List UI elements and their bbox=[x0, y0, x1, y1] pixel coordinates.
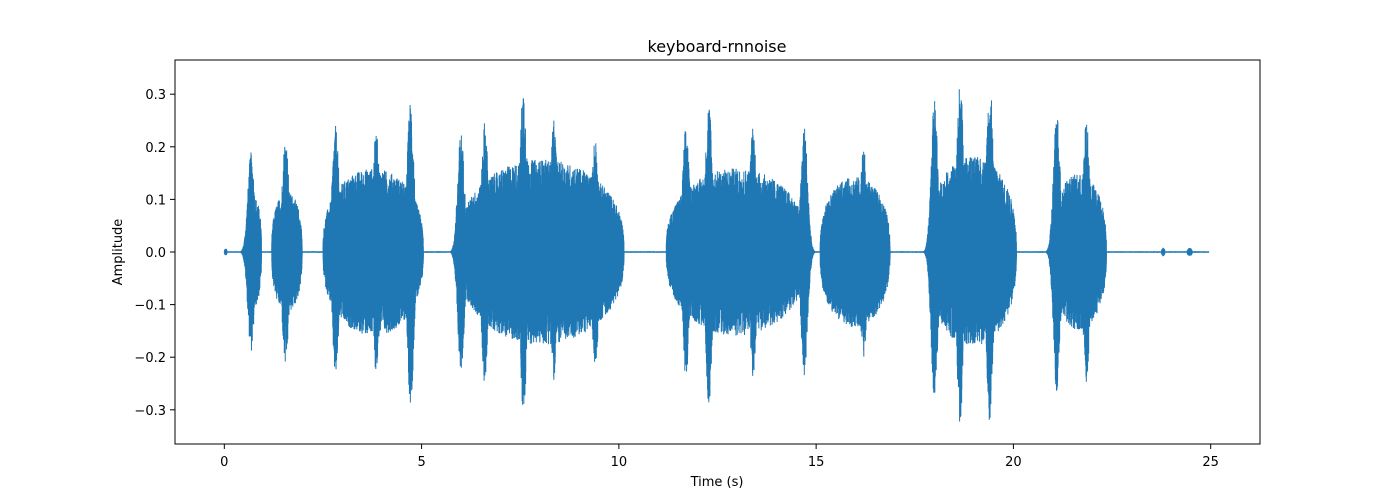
x-tick-label: 0 bbox=[220, 455, 228, 470]
x-axis-label: Time (s) bbox=[690, 475, 744, 490]
y-tick-label: 0.1 bbox=[145, 193, 166, 208]
x-tick-label: 5 bbox=[417, 455, 425, 470]
y-tick-label: 0.0 bbox=[145, 246, 166, 261]
x-tick-label: 15 bbox=[808, 455, 825, 470]
y-tick-label: −0.3 bbox=[134, 404, 166, 419]
y-tick-label: −0.2 bbox=[134, 351, 166, 366]
x-tick-label: 25 bbox=[1202, 455, 1219, 470]
x-tick-label: 10 bbox=[611, 455, 628, 470]
y-axis: −0.3 −0.2 −0.1 0.0 0.1 0.2 0.3 bbox=[134, 88, 175, 419]
x-axis: 0 5 10 15 20 25 bbox=[220, 444, 1219, 470]
x-tick-label: 20 bbox=[1005, 455, 1022, 470]
y-tick-label: 0.2 bbox=[145, 141, 166, 156]
waveform-series bbox=[223, 89, 1210, 422]
y-axis-label: Amplitude bbox=[111, 219, 126, 286]
chart-title: keyboard-rnnoise bbox=[648, 37, 787, 56]
y-tick-label: 0.3 bbox=[145, 88, 166, 103]
y-tick-label: −0.1 bbox=[134, 299, 166, 314]
